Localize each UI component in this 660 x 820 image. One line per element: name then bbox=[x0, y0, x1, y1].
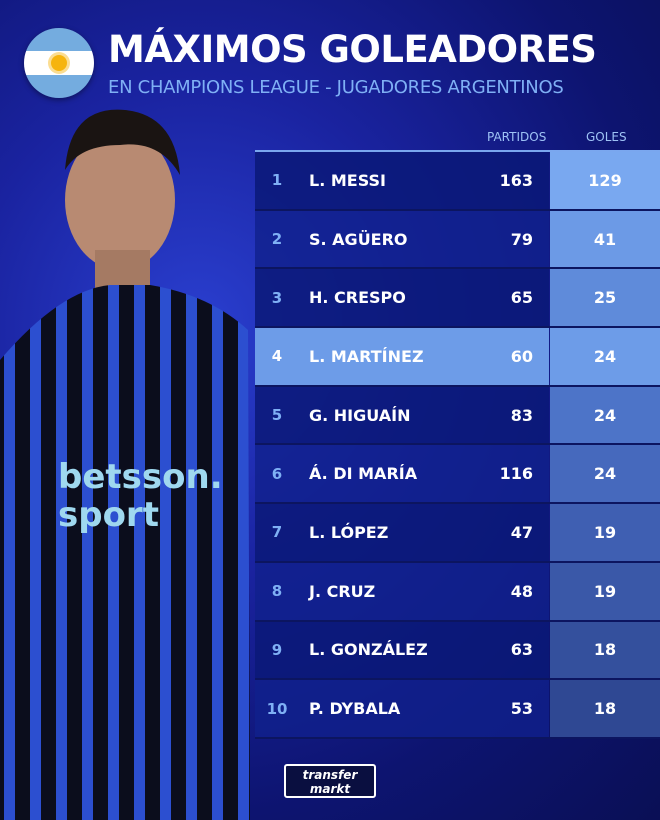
table-row: 1 L. MESSI 163 129 bbox=[255, 152, 660, 211]
row-background bbox=[255, 210, 549, 268]
table-row: 4 L. MARTÍNEZ 60 24 bbox=[255, 328, 660, 387]
table-row: 6 Á. DI MARÍA 116 24 bbox=[255, 445, 660, 505]
player-name: L. MESSI bbox=[309, 170, 386, 190]
row-background bbox=[255, 152, 549, 209]
table-row: 3 H. CRESPO 65 25 bbox=[255, 269, 660, 329]
rank: 8 bbox=[271, 582, 283, 601]
table-row: 5 G. HIGUAÍN 83 24 bbox=[255, 386, 660, 446]
player-name: S. AGÜERO bbox=[309, 229, 408, 249]
goals-cell bbox=[550, 621, 660, 679]
player-name: J. CRUZ bbox=[309, 581, 376, 601]
goals-value: 24 bbox=[593, 346, 617, 366]
player-name: H. CRESPO bbox=[309, 288, 406, 308]
rank: 2 bbox=[271, 230, 283, 249]
player-name: Á. DI MARÍA bbox=[309, 464, 418, 484]
row-background bbox=[255, 562, 549, 620]
player-name: L. LÓPEZ bbox=[309, 522, 389, 542]
row-background bbox=[255, 386, 549, 444]
matches-value: 65 bbox=[510, 288, 533, 308]
matches-value: 83 bbox=[510, 405, 533, 425]
column-header-matches: PARTIDOS bbox=[487, 130, 547, 144]
player-name: G. HIGUAÍN bbox=[309, 405, 411, 425]
matches-value: 60 bbox=[510, 346, 533, 366]
logo-line-1: transfer bbox=[302, 768, 358, 782]
goals-cell bbox=[550, 504, 660, 561]
logo-line-2: markt bbox=[309, 782, 351, 796]
matches-value: 79 bbox=[510, 229, 533, 249]
goals-value: 129 bbox=[588, 170, 622, 190]
matches-value: 48 bbox=[510, 581, 533, 601]
matches-value: 116 bbox=[499, 464, 533, 484]
goals-value: 18 bbox=[593, 640, 617, 660]
argentina-flag-icon bbox=[24, 28, 94, 98]
sponsor-text: betsson.sport bbox=[58, 457, 223, 535]
rank: 6 bbox=[271, 464, 283, 483]
rank: 9 bbox=[271, 640, 283, 659]
column-header-goals: GOLES bbox=[586, 130, 627, 144]
player-photo bbox=[0, 109, 250, 820]
rank: 7 bbox=[271, 523, 283, 542]
goals-cell bbox=[550, 152, 660, 209]
transfermarkt-logo: transfer markt bbox=[284, 764, 376, 798]
rank: 4 bbox=[271, 347, 283, 366]
goals-cell bbox=[550, 562, 660, 620]
goals-cell bbox=[550, 210, 660, 268]
page-subtitle: EN CHAMPIONS LEAGUE - JUGADORES ARGENTIN… bbox=[108, 77, 564, 98]
table-row: 9 L. GONZÁLEZ 63 18 bbox=[255, 621, 660, 681]
player-name: L. GONZÁLEZ bbox=[309, 640, 428, 660]
goals-value: 25 bbox=[593, 288, 617, 308]
goals-value: 18 bbox=[593, 699, 617, 719]
sun-of-may-icon bbox=[51, 55, 67, 71]
goals-cell bbox=[550, 269, 660, 327]
scorers-table: 1 L. MESSI 163 129 2 S. AGÜERO 79 41 3 H… bbox=[255, 150, 660, 739]
page-title: MÁXIMOS GOLEADORES bbox=[108, 28, 597, 71]
row-background bbox=[255, 445, 549, 503]
table-row: 2 S. AGÜERO 79 41 bbox=[255, 210, 660, 270]
rank: 5 bbox=[271, 406, 283, 425]
goals-value: 24 bbox=[593, 405, 617, 425]
goals-value: 19 bbox=[593, 522, 617, 542]
player-name: P. DYBALA bbox=[309, 699, 401, 719]
rank: 1 bbox=[271, 171, 283, 190]
player-name: L. MARTÍNEZ bbox=[309, 346, 424, 366]
table-row: 7 L. LÓPEZ 47 19 bbox=[255, 504, 660, 563]
matches-value: 47 bbox=[510, 522, 533, 542]
row-background bbox=[255, 680, 549, 737]
goals-value: 41 bbox=[593, 229, 617, 249]
rank: 3 bbox=[271, 288, 283, 307]
row-background bbox=[255, 328, 549, 385]
row-background bbox=[255, 269, 549, 327]
goals-cell bbox=[550, 680, 660, 737]
goals-cell bbox=[550, 386, 660, 444]
matches-value: 163 bbox=[499, 170, 533, 190]
row-background bbox=[255, 504, 549, 561]
table-row: 8 J. CRUZ 48 19 bbox=[255, 562, 660, 622]
matches-value: 53 bbox=[510, 699, 533, 719]
table-row: 10 P. DYBALA 53 18 bbox=[255, 680, 660, 739]
goals-value: 24 bbox=[593, 464, 617, 484]
rank: 10 bbox=[266, 699, 288, 718]
row-background bbox=[255, 621, 549, 679]
goals-cell bbox=[550, 328, 660, 385]
matches-value: 63 bbox=[510, 640, 533, 660]
goals-cell bbox=[550, 445, 660, 503]
goals-value: 19 bbox=[593, 581, 617, 601]
